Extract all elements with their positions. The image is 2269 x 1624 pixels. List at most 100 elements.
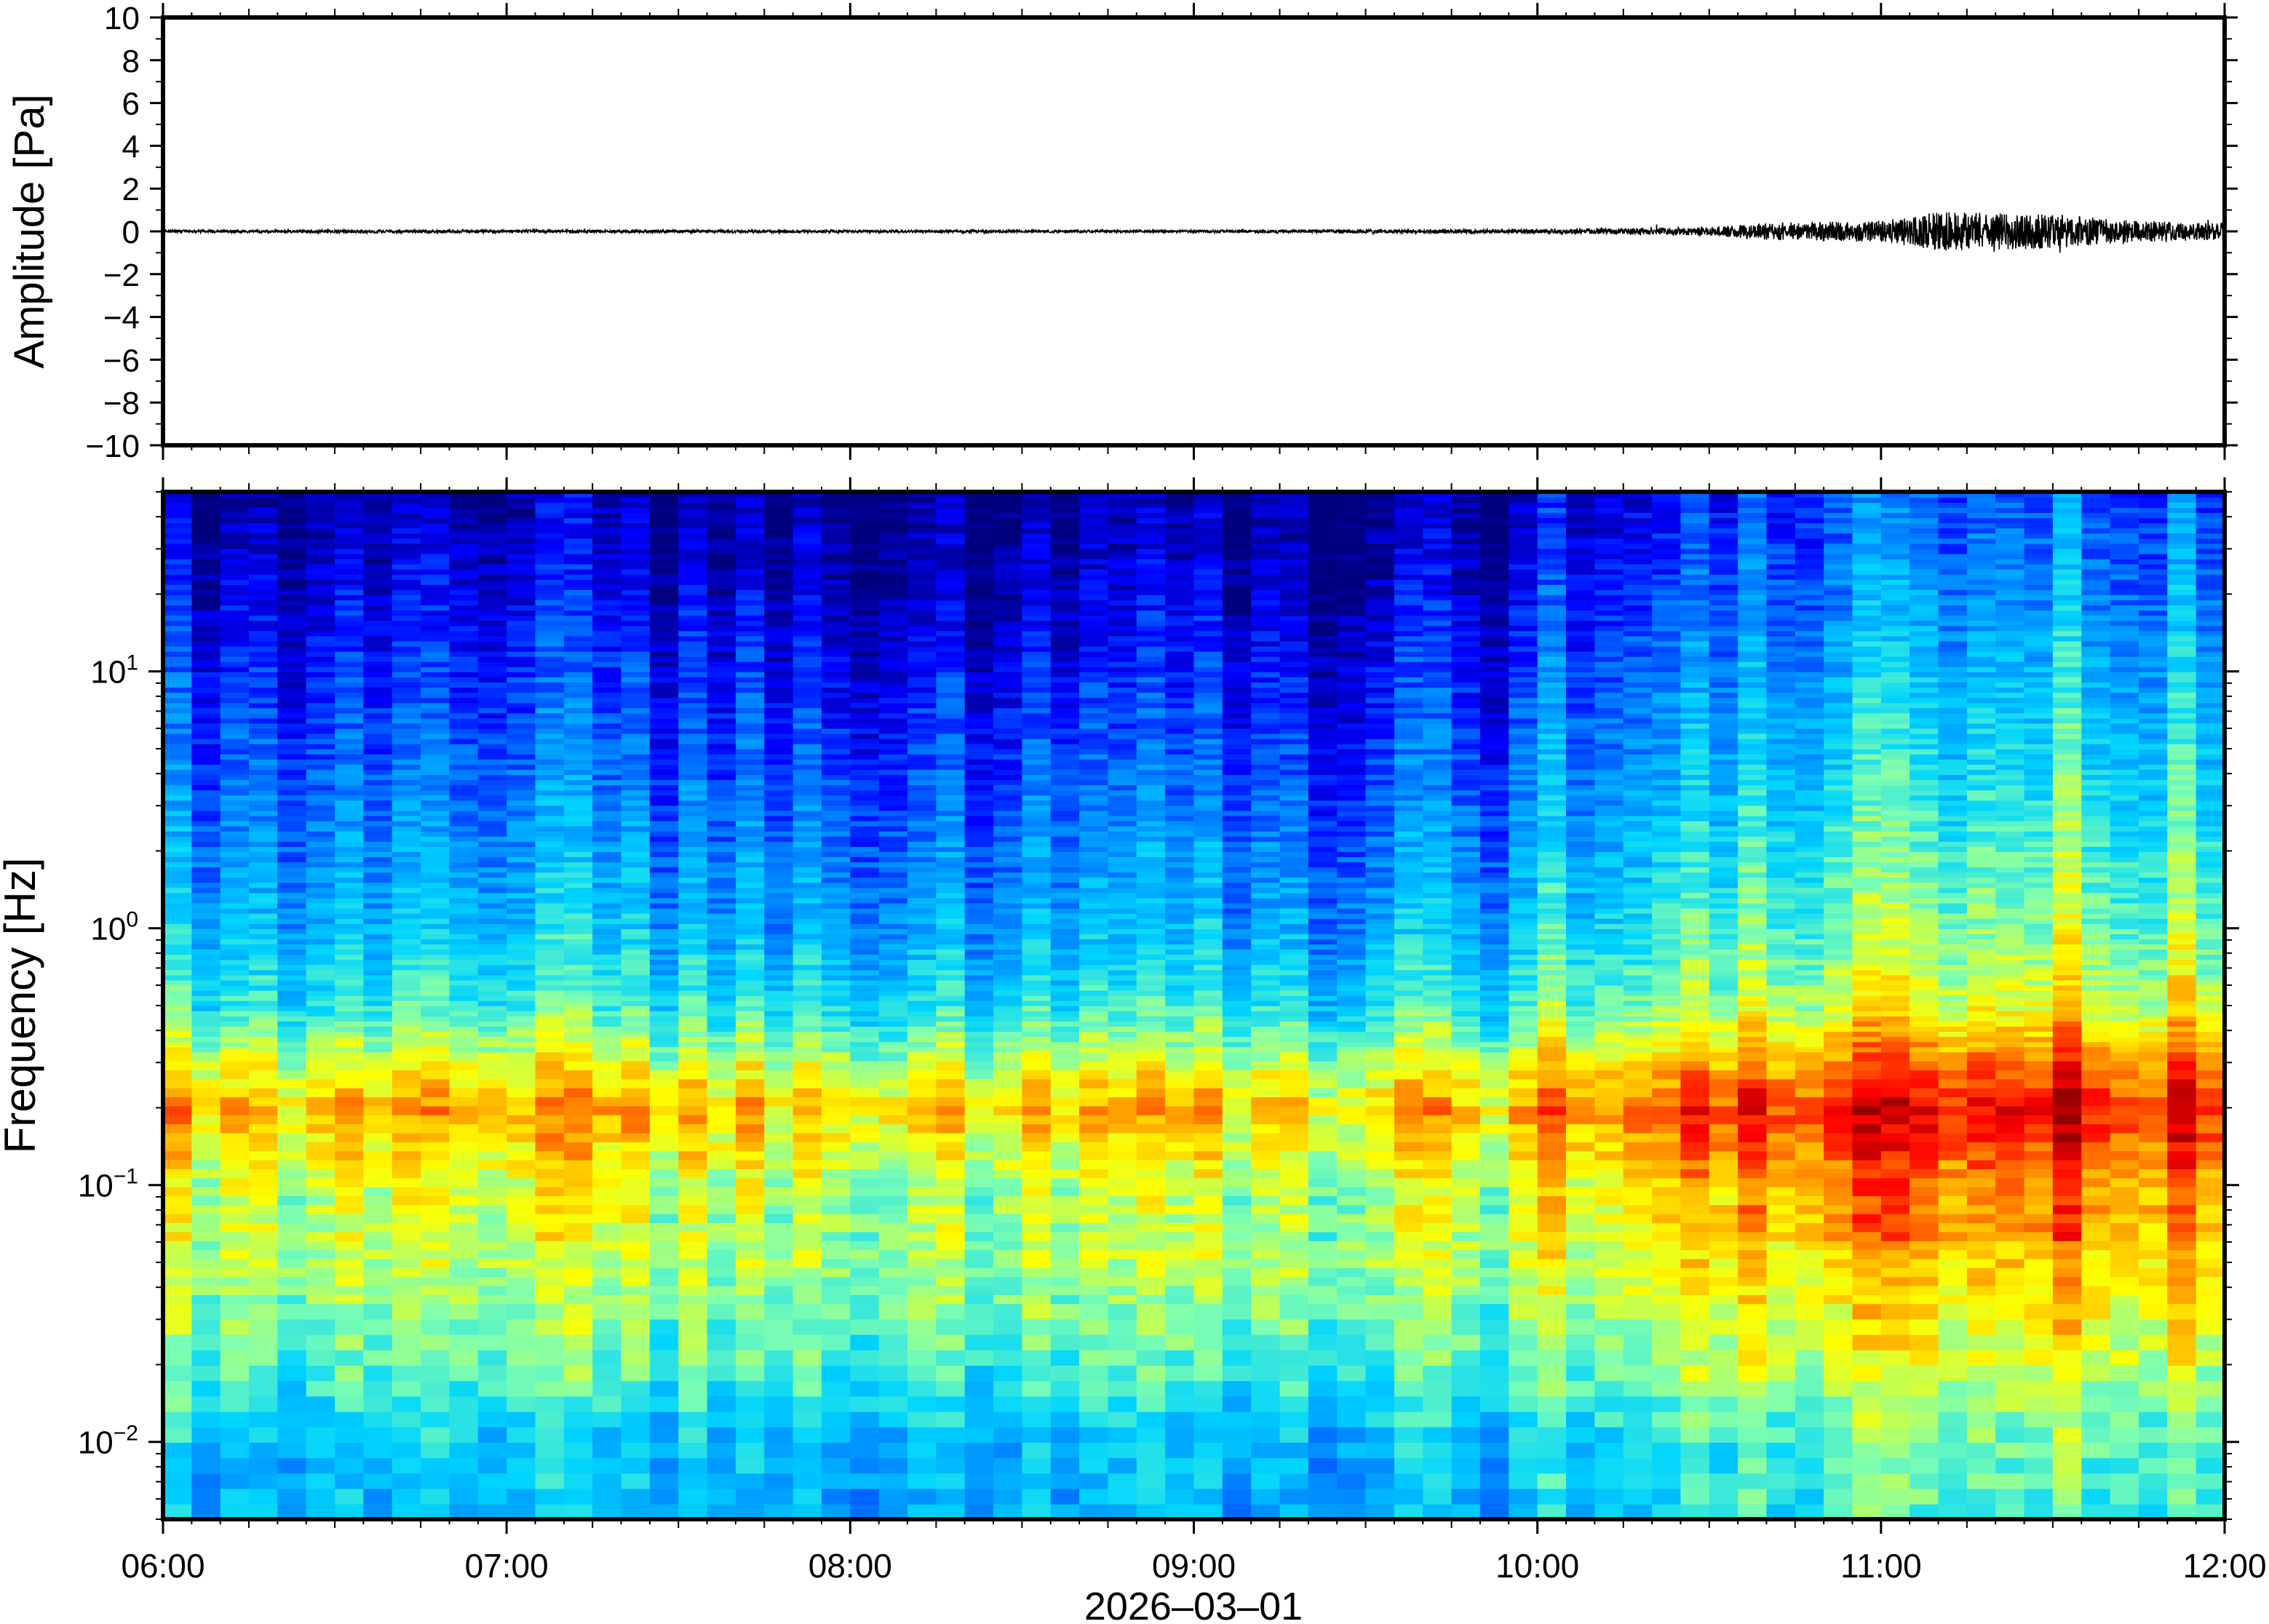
spectrogram-cell [964, 548, 994, 554]
spectrogram-cell [964, 615, 994, 621]
spectrogram-cell [363, 1195, 393, 1206]
spectrogram-cell [1022, 1213, 1052, 1224]
spectrogram-cell [163, 1231, 193, 1241]
spectrogram-cell [850, 630, 880, 637]
spectrogram-cell [220, 563, 250, 570]
spectrogram-cell [249, 707, 279, 714]
spectrogram-cell [306, 589, 335, 595]
spectrogram-cell [163, 666, 193, 672]
spectrogram-cell [335, 682, 365, 688]
spectrogram-cell [821, 692, 851, 698]
spectrogram-cell [1050, 779, 1080, 786]
spectrogram-cell [421, 1365, 450, 1382]
spectrogram-cell [907, 1380, 937, 1397]
spectrogram-cell [506, 990, 536, 996]
spectrogram-cell [649, 635, 680, 642]
spectrogram-cell [449, 1159, 479, 1169]
spectrogram-cell [163, 1442, 193, 1459]
spectrogram-cell [792, 1087, 822, 1098]
spectrogram-cell [678, 810, 708, 816]
spectrogram-cell [707, 497, 736, 503]
spectrogram-cell [163, 553, 193, 560]
spectrogram-cell [335, 1060, 365, 1071]
spectrogram-cell [163, 650, 193, 657]
spectrogram-cell [277, 666, 307, 672]
spectrogram-cell [878, 645, 908, 652]
spectrogram-cell [936, 512, 966, 519]
spectrogram-cell [477, 820, 507, 827]
spectrogram-cell [563, 728, 594, 734]
spectrogram-cell [363, 939, 393, 945]
spectrogram-cell [392, 1006, 421, 1011]
spectrogram-cell [592, 677, 622, 683]
spectrogram-cell [449, 723, 479, 729]
spectrogram-cell [678, 779, 708, 786]
spectrogram-cell [506, 764, 536, 771]
spectrogram-cell [506, 974, 536, 981]
spectrogram-cell [506, 615, 536, 621]
spectrogram-cell [363, 645, 393, 652]
spectrogram-cell [392, 1303, 421, 1320]
spectrogram-cell [850, 836, 880, 842]
spectrogram-cell [421, 1150, 450, 1161]
spectrogram-cell [592, 779, 622, 786]
spectrogram-cell [735, 1021, 766, 1027]
spectrogram-cell [907, 1087, 937, 1098]
spectrogram-cell [477, 1096, 507, 1107]
spectrogram-cell [993, 954, 1023, 960]
spectrogram-cell [1050, 954, 1080, 960]
spectrogram-cell [1050, 944, 1080, 950]
spectrogram-cell [821, 759, 851, 765]
spectrogram-cell [277, 877, 307, 883]
spectrogram-cell [993, 784, 1023, 791]
spectrogram-cell [907, 1503, 937, 1519]
spectrogram-cell [335, 528, 365, 534]
spectrogram-cell [878, 1000, 908, 1006]
spectrogram-cell [277, 1503, 307, 1519]
spectrogram-cell [907, 728, 937, 734]
spectrogram-cell [249, 1267, 279, 1278]
spectrogram-cell [621, 650, 651, 657]
spectrogram-cell [621, 579, 651, 585]
spectrogram-cell [563, 872, 594, 878]
spectrogram-cell [993, 517, 1023, 524]
spectrogram-cell [1050, 805, 1080, 811]
spectrogram-cell [191, 723, 221, 729]
spectrogram-cell [363, 1249, 393, 1259]
spectrogram-cell [821, 538, 851, 544]
spectrogram-cell [764, 984, 794, 991]
spectrogram-cell [477, 825, 507, 832]
spectrogram-cell [191, 548, 221, 554]
spectrogram-cell [163, 754, 193, 760]
spectrogram-cell [163, 923, 193, 929]
spectrogram-cell [1022, 1060, 1052, 1071]
spectrogram-cell [249, 918, 279, 924]
spectrogram-cell [1022, 867, 1052, 873]
spectrogram-cell [191, 1078, 221, 1088]
spectrogram-cell [220, 1285, 250, 1295]
spectrogram-cell [220, 605, 250, 611]
spectrogram-cell [563, 1070, 594, 1080]
spectrogram-cell [1022, 528, 1052, 534]
spectrogram-cell [707, 918, 736, 924]
spectrogram-cell [506, 984, 536, 991]
spectrogram-cell [936, 707, 966, 714]
spectrogram-cell [764, 800, 794, 806]
spectrogram-cell [477, 872, 507, 878]
spectrogram-cell [907, 697, 937, 704]
spectrogram-cell [621, 682, 651, 688]
spectrogram-cell [592, 1396, 622, 1412]
spectrogram-cell [535, 897, 565, 904]
spectrogram-cell [220, 759, 250, 765]
spectrogram-cell [163, 661, 193, 667]
spectrogram-cell [249, 645, 279, 652]
spectrogram-cell [535, 712, 565, 719]
spectrogram-cell [563, 1426, 594, 1443]
spectrogram-cell [191, 1186, 221, 1197]
spectrogram-cell [878, 984, 908, 991]
spectrogram-cell [592, 1249, 622, 1259]
spectrogram-cell [621, 1276, 651, 1286]
spectrogram-cell [163, 1078, 193, 1088]
spectrogram-cell [335, 645, 365, 652]
spectrogram-cell [936, 907, 966, 914]
